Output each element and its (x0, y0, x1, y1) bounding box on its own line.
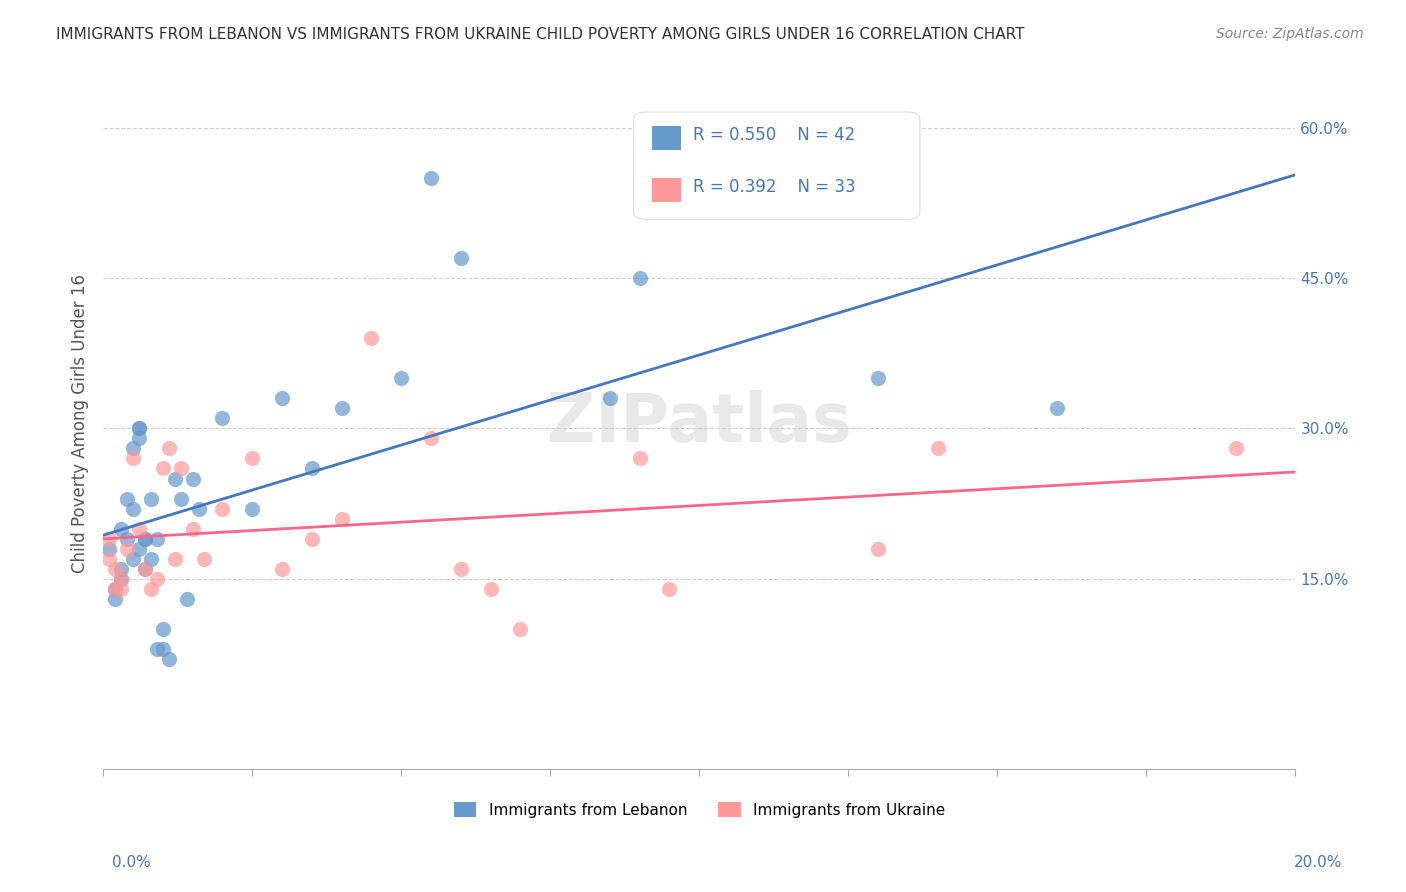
Point (152, 622, 174, 636)
Point (157, 652, 180, 666)
Point (110, 572, 132, 586)
Point (927, 442, 949, 456)
Point (122, 551, 145, 566)
Point (163, 551, 186, 566)
Point (240, 451, 263, 466)
Point (110, 572, 132, 586)
Point (98, 532, 121, 546)
Point (450, 562, 472, 576)
Point (181, 522, 204, 536)
Point (211, 501, 233, 516)
Point (146, 642, 169, 657)
Point (115, 491, 138, 506)
Text: 20.0%: 20.0% (1295, 855, 1343, 870)
Legend: Immigrants from Lebanon, Immigrants from Ukraine: Immigrants from Lebanon, Immigrants from… (447, 796, 952, 824)
Point (122, 442, 145, 456)
Point (104, 591, 127, 606)
Point (146, 532, 169, 546)
Text: Source: ZipAtlas.com: Source: ZipAtlas.com (1216, 27, 1364, 41)
Point (152, 642, 174, 657)
Point (360, 331, 382, 345)
Point (420, 170, 443, 185)
FancyBboxPatch shape (651, 126, 682, 150)
FancyBboxPatch shape (634, 112, 920, 219)
Point (868, 371, 890, 385)
Point (128, 421, 150, 435)
Point (122, 451, 145, 466)
Point (152, 461, 174, 475)
Point (110, 562, 132, 576)
Point (115, 541, 138, 556)
Point (240, 501, 263, 516)
Text: ZIPatlas: ZIPatlas (547, 391, 852, 457)
Point (599, 392, 621, 406)
Point (628, 271, 651, 285)
Text: R = 0.550    N = 42: R = 0.550 N = 42 (693, 126, 856, 144)
Point (122, 501, 145, 516)
Point (134, 532, 156, 546)
Point (98, 551, 121, 566)
FancyBboxPatch shape (651, 178, 682, 202)
Point (176, 591, 198, 606)
Point (104, 562, 127, 576)
Point (115, 532, 138, 546)
Point (187, 501, 209, 516)
Point (450, 251, 472, 265)
Text: R = 0.392    N = 33: R = 0.392 N = 33 (693, 178, 856, 195)
Text: IMMIGRANTS FROM LEBANON VS IMMIGRANTS FROM UKRAINE CHILD POVERTY AMONG GIRLS UND: IMMIGRANTS FROM LEBANON VS IMMIGRANTS FR… (56, 27, 1025, 42)
Point (128, 431, 150, 445)
Point (139, 491, 162, 506)
Point (193, 551, 215, 566)
Point (134, 562, 156, 576)
Point (868, 541, 890, 556)
Point (389, 371, 412, 385)
Point (139, 582, 162, 596)
Point (301, 532, 323, 546)
Point (134, 562, 156, 576)
Point (146, 572, 169, 586)
Point (128, 522, 150, 536)
Point (330, 511, 353, 525)
Y-axis label: Child Poverty Among Girls Under 16: Child Poverty Among Girls Under 16 (72, 274, 89, 573)
Point (301, 461, 323, 475)
Point (658, 582, 681, 596)
Point (628, 451, 651, 466)
Point (110, 522, 132, 536)
Point (169, 461, 191, 475)
Point (271, 562, 294, 576)
Point (110, 582, 132, 596)
Point (104, 582, 127, 596)
Point (128, 421, 150, 435)
Point (181, 471, 204, 485)
Point (479, 582, 502, 596)
Point (211, 411, 233, 425)
Point (98, 541, 121, 556)
Point (1046, 401, 1069, 416)
Point (330, 401, 353, 416)
Point (509, 622, 531, 636)
Point (271, 392, 294, 406)
Point (163, 471, 186, 485)
Point (134, 532, 156, 546)
Point (1225, 442, 1247, 456)
Point (420, 431, 443, 445)
Point (139, 551, 162, 566)
Text: 0.0%: 0.0% (112, 855, 152, 870)
Point (157, 442, 180, 456)
Point (104, 582, 127, 596)
Point (128, 541, 150, 556)
Point (169, 491, 191, 506)
